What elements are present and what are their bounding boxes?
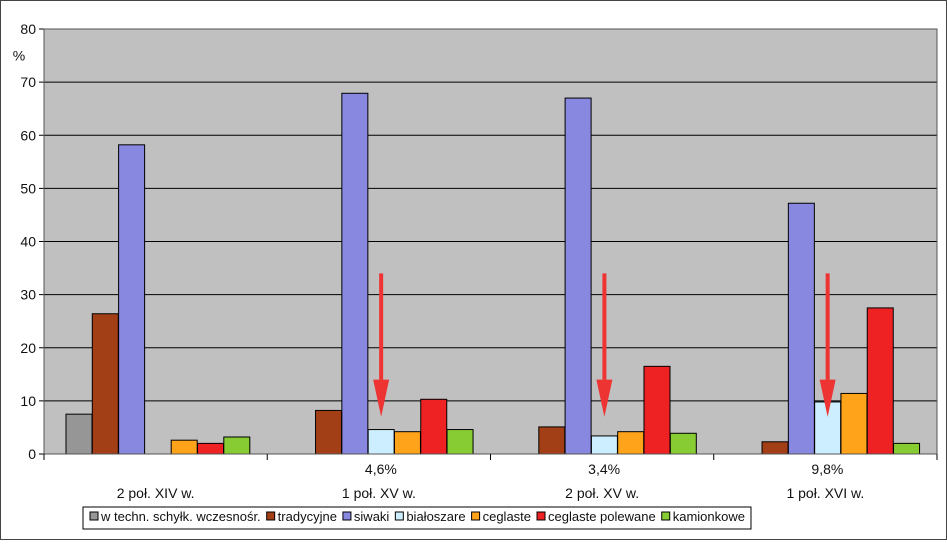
legend-label: białoszare xyxy=(406,509,465,524)
annotation-label: 4,6% xyxy=(365,461,397,477)
bar xyxy=(840,392,868,455)
y-tick-label: 10 xyxy=(20,393,36,409)
y-axis-label: % xyxy=(13,48,25,64)
bar xyxy=(341,92,369,455)
legend-box xyxy=(82,506,752,530)
y-tick-label: 40 xyxy=(20,234,36,250)
annotation-label: 9,8% xyxy=(811,461,843,477)
bar xyxy=(669,432,697,455)
bar xyxy=(91,313,119,455)
bar xyxy=(446,429,474,455)
legend-label: ceglaste polewane xyxy=(548,509,656,524)
bar xyxy=(197,442,224,455)
bar xyxy=(367,429,395,455)
legend-swatch xyxy=(471,511,481,521)
y-tick-label: 80 xyxy=(20,21,36,37)
bar xyxy=(643,365,671,455)
bar xyxy=(170,439,198,455)
legend-label: siwaki xyxy=(354,509,390,524)
bar xyxy=(65,413,93,455)
legend-label: tradycyjne xyxy=(278,509,337,524)
y-tick-label: 0 xyxy=(28,446,36,462)
y-tick-label: 70 xyxy=(20,74,36,90)
bar xyxy=(893,442,921,455)
legend-label: w techn. schyłk. wczesnośr. xyxy=(100,509,261,524)
bar xyxy=(564,97,592,455)
annotation-arrow-head xyxy=(596,379,613,417)
legend-swatch xyxy=(661,511,671,521)
legend-swatch xyxy=(394,511,404,521)
y-tick-label: 60 xyxy=(20,127,36,143)
x-category-label: 1 poł. XV w. xyxy=(342,485,416,501)
y-tick-label: 30 xyxy=(20,287,36,303)
bar xyxy=(223,436,251,455)
annotation-arrow-head xyxy=(373,379,390,417)
annotation-arrow-head xyxy=(819,379,836,417)
legend-label: ceglaste xyxy=(483,509,531,524)
legend-swatch xyxy=(89,511,99,521)
bar xyxy=(118,144,146,455)
bar xyxy=(393,431,421,455)
annotation-label: 3,4% xyxy=(588,461,620,477)
bar xyxy=(315,409,343,455)
bar xyxy=(761,441,789,455)
bar xyxy=(420,398,448,455)
bar xyxy=(787,202,815,455)
bar xyxy=(866,307,894,455)
x-category-label: 2 poł. XV w. xyxy=(565,485,639,501)
bar xyxy=(538,426,566,455)
y-tick-label: 50 xyxy=(20,180,36,196)
bar xyxy=(617,431,645,455)
legend: w techn. schyłk. wczesnośr. tradycyjne siw… xyxy=(82,506,752,530)
legend-swatch xyxy=(266,511,276,521)
legend-swatch xyxy=(342,511,352,521)
bar xyxy=(590,435,618,455)
y-tick-label: 20 xyxy=(20,340,36,356)
x-category-label: 1 poł. XVI w. xyxy=(786,485,864,501)
x-category-label: 2 poł. XIV w. xyxy=(117,485,195,501)
legend-swatch xyxy=(536,511,546,521)
legend-label: kamionkowe xyxy=(673,509,745,524)
